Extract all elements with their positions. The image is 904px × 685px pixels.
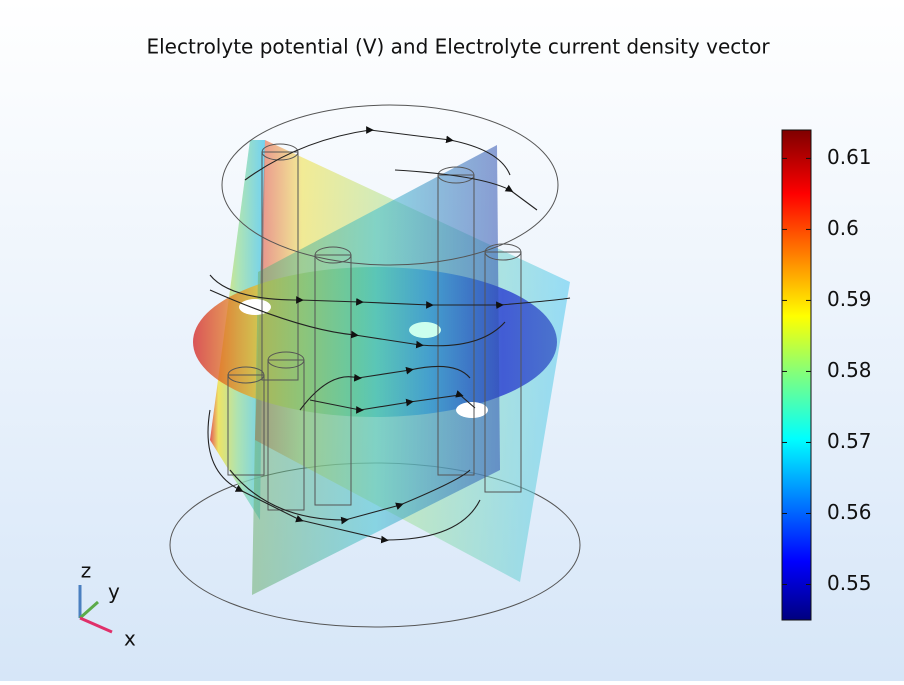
geometry	[169, 104, 581, 628]
colorbar-tick-label: 0.57	[827, 429, 872, 453]
streamlines	[207, 126, 571, 544]
colorbar-tick-label: 0.6	[827, 216, 859, 240]
axis-label: x	[124, 627, 136, 651]
colorbar-tick-label: 0.59	[827, 287, 872, 311]
colorbar	[781, 129, 812, 621]
axis-label: y	[108, 580, 120, 604]
colorbar-tick-label: 0.56	[827, 500, 872, 524]
colorbar-axis: 0.55 0.56 0.57 0.58 0.59 0.6 0.61	[782, 145, 872, 595]
axis-label: z	[81, 559, 92, 583]
colorbar-tick-label: 0.61	[827, 145, 872, 169]
colorbar-tick-label: 0.58	[827, 358, 872, 382]
chart-title: Electrolyte potential (V) and Electrolyt…	[146, 35, 770, 59]
axis-triad: x y z	[78, 559, 136, 651]
colorbar-tick-label: 0.55	[827, 571, 872, 595]
